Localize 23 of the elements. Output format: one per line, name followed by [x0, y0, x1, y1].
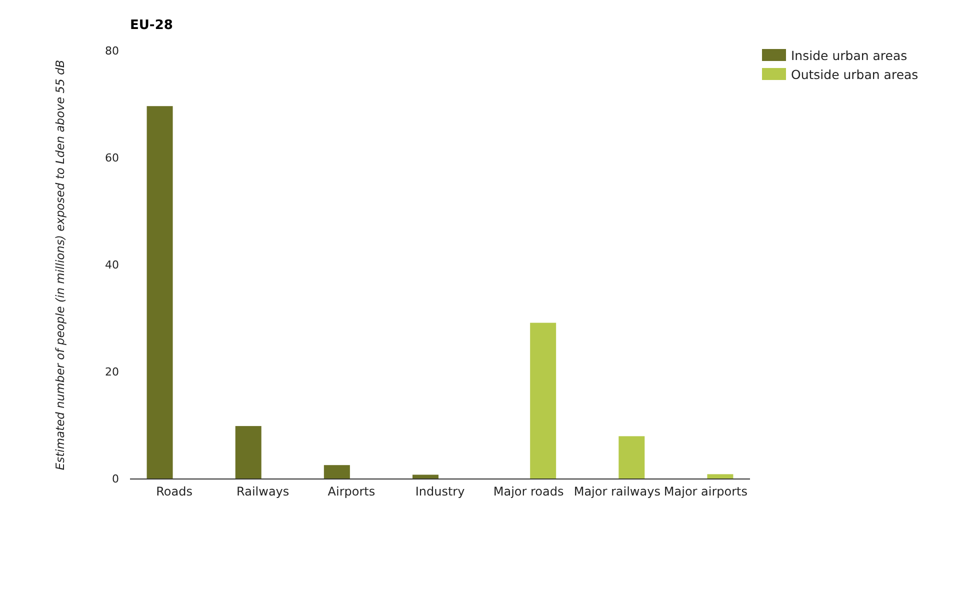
x-tick-label: Roads [156, 484, 192, 499]
x-tick-label: Airports [328, 484, 376, 499]
bar [324, 465, 350, 479]
bar [707, 474, 734, 479]
x-tick-label: Major airports [664, 484, 748, 499]
y-tick-label: 20 [105, 366, 119, 379]
bar [412, 474, 438, 479]
y-tick-label: 60 [105, 152, 119, 165]
x-tick-label: Major railways [574, 484, 660, 499]
y-tick-label: 40 [105, 258, 119, 272]
bar [618, 436, 645, 479]
x-tick-label: Major roads [493, 484, 564, 499]
y-tick-label: 0 [112, 472, 119, 486]
bar [235, 426, 262, 479]
x-tick-label: Railways [236, 484, 290, 499]
y-tick-label: 80 [105, 44, 119, 58]
y-axis-title: Estimated number of people (in millions) exposed to Lden above 55 dB [53, 60, 67, 470]
chart-title: EU-28 [130, 18, 173, 33]
x-tick-label: Industry [415, 484, 465, 499]
bar [530, 322, 556, 479]
legend-label: Inside urban areas [791, 48, 908, 63]
bar [146, 106, 173, 479]
legend-label: Outside urban areas [791, 67, 918, 82]
